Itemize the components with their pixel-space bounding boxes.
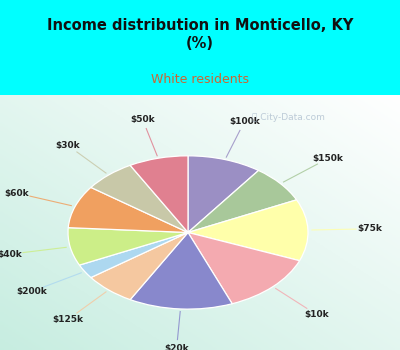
Text: $100k: $100k xyxy=(229,117,260,126)
Text: $40k: $40k xyxy=(0,250,22,259)
Text: $10k: $10k xyxy=(304,310,329,319)
Text: $60k: $60k xyxy=(4,189,29,198)
Wedge shape xyxy=(68,187,188,232)
Text: ⓘ City-Data.com: ⓘ City-Data.com xyxy=(252,113,324,122)
Text: $125k: $125k xyxy=(52,315,83,324)
Text: Income distribution in Monticello, KY
(%): Income distribution in Monticello, KY (%… xyxy=(47,18,353,51)
Wedge shape xyxy=(91,165,188,232)
Wedge shape xyxy=(91,232,188,300)
Wedge shape xyxy=(188,200,308,261)
Wedge shape xyxy=(188,156,258,232)
Wedge shape xyxy=(188,232,300,304)
Text: White residents: White residents xyxy=(151,73,249,86)
Text: $50k: $50k xyxy=(130,116,155,124)
Text: $200k: $200k xyxy=(16,287,47,296)
Text: $75k: $75k xyxy=(358,224,382,233)
Text: $150k: $150k xyxy=(313,154,344,163)
Text: $20k: $20k xyxy=(164,344,189,350)
Wedge shape xyxy=(68,228,188,265)
Text: $30k: $30k xyxy=(55,141,80,150)
Wedge shape xyxy=(80,232,188,278)
Wedge shape xyxy=(188,170,296,232)
Wedge shape xyxy=(130,232,232,309)
Wedge shape xyxy=(130,156,188,232)
